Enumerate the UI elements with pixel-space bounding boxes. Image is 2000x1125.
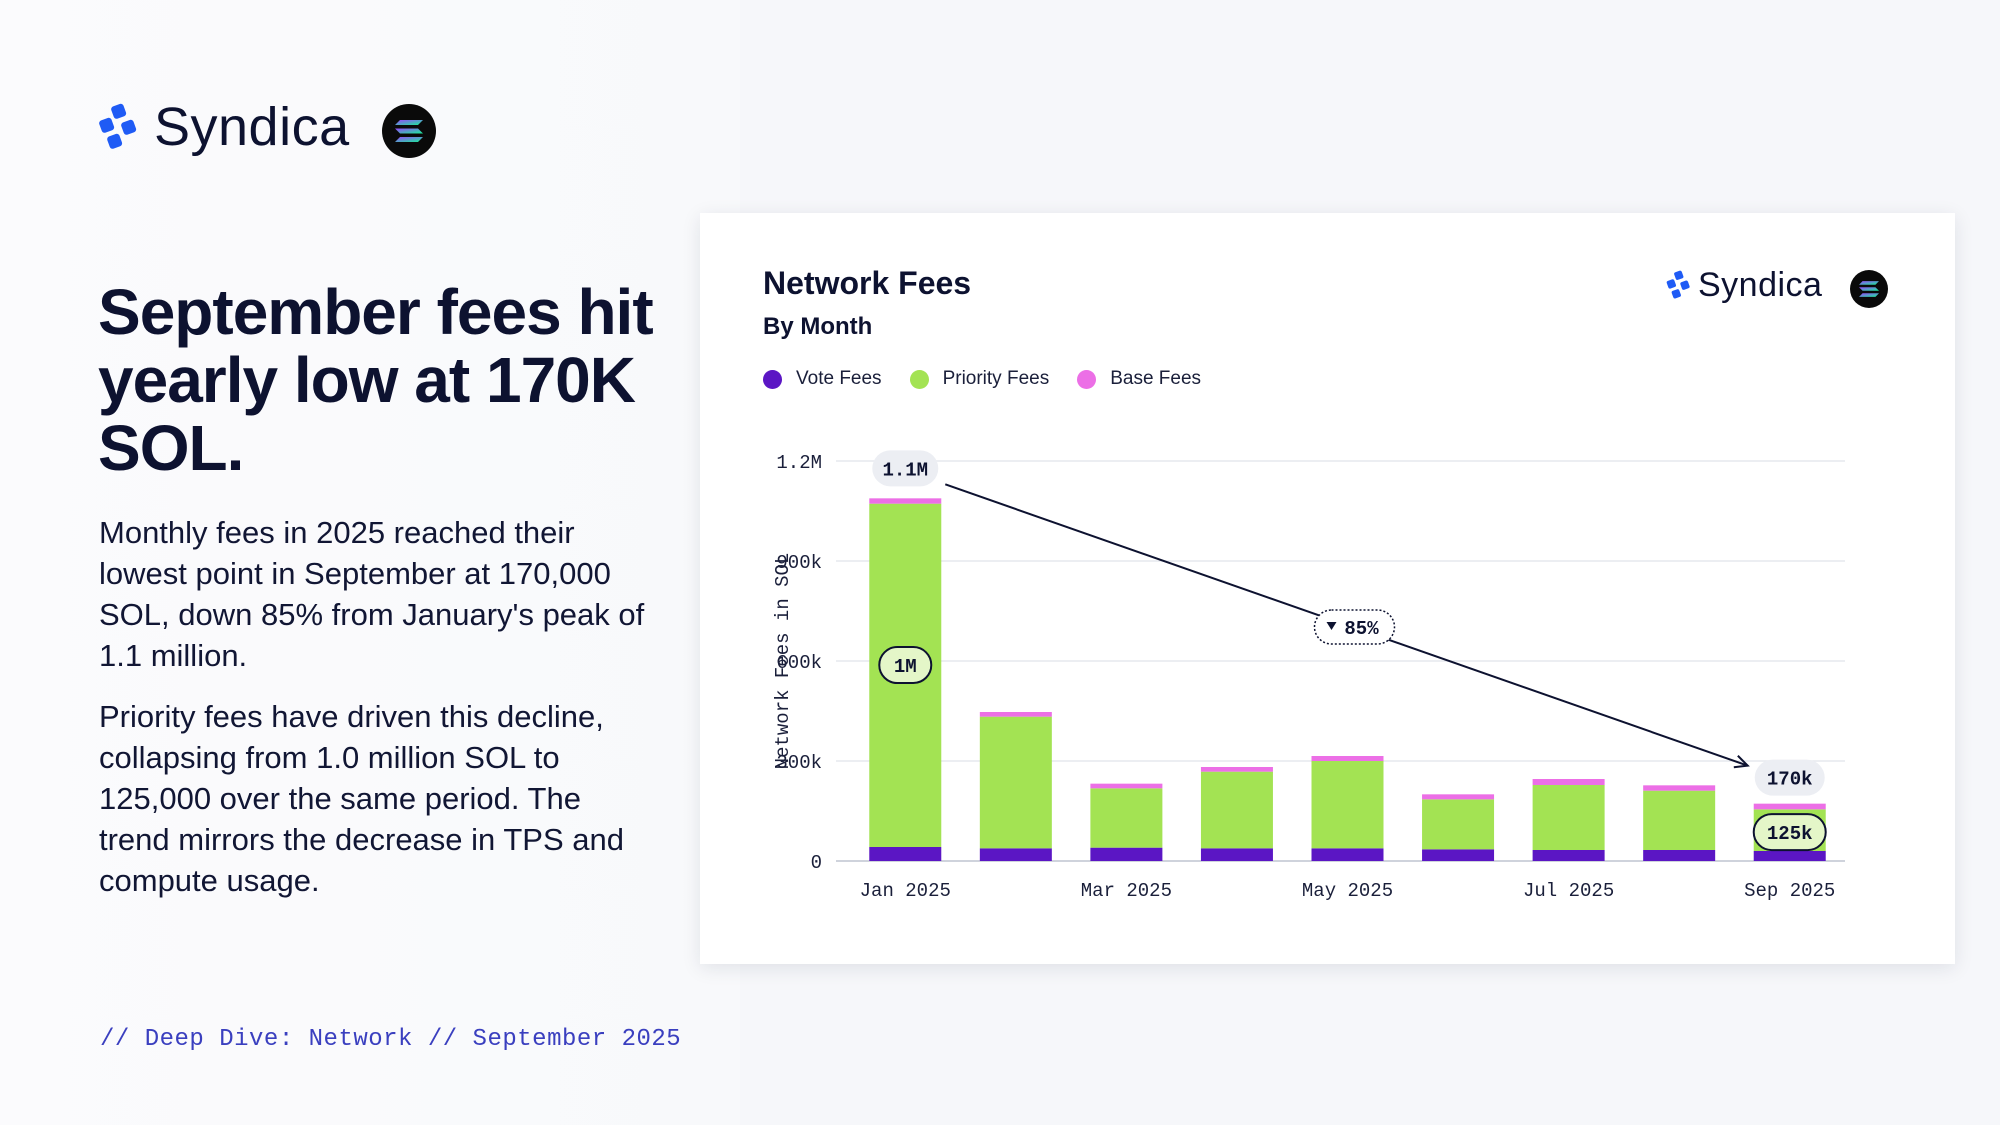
y-tick-label: 0 xyxy=(811,852,822,874)
bar-segment xyxy=(1311,848,1384,861)
bar-segment xyxy=(1532,785,1605,850)
down-triangle-icon xyxy=(1326,622,1337,630)
chart-subtitle: By Month xyxy=(763,313,873,340)
bar-segment xyxy=(869,847,942,861)
brand-name: Syndica xyxy=(154,97,350,157)
trend-arrow-head xyxy=(1733,755,1750,769)
x-tick-label: May 2025 xyxy=(1302,880,1393,902)
legend-label: Base Fees xyxy=(1110,368,1202,389)
brand-logo: Syndica xyxy=(98,100,350,154)
bar-segment xyxy=(1753,803,1826,810)
card-brand-name: Syndica xyxy=(1698,266,1823,304)
bar-segment xyxy=(1090,847,1163,861)
bar-segment xyxy=(1090,783,1163,789)
bar-segment xyxy=(1090,788,1163,848)
bar-segment xyxy=(979,712,1052,717)
y-tick-label: 900k xyxy=(776,552,822,574)
bar-segment xyxy=(1643,850,1716,861)
bar-segment xyxy=(1422,799,1495,850)
end-total-label: 170k xyxy=(1767,769,1813,791)
y-tick-label: 600k xyxy=(776,652,822,674)
bar-segment xyxy=(869,498,942,504)
footer-tag: // Deep Dive: Network // September 2025 xyxy=(100,1026,682,1053)
paragraph-detail: Priority fees have driven this decline, … xyxy=(99,699,624,898)
legend-item-priority-fees: Priority Fees xyxy=(909,368,1050,390)
start-priority-label: 1M xyxy=(894,656,917,678)
bar-segment xyxy=(1422,849,1495,861)
bar-segment xyxy=(1311,761,1384,849)
bar-segment xyxy=(1532,850,1605,861)
x-tick-label: Sep 2025 xyxy=(1744,880,1835,902)
bar-segment xyxy=(1422,794,1495,800)
syndica-logo-icon xyxy=(1666,270,1690,299)
left-panel xyxy=(0,0,740,1125)
y-tick-label: 1.2M xyxy=(776,452,822,474)
legend-label: Priority Fees xyxy=(942,368,1050,389)
bar-segment xyxy=(1753,851,1826,861)
x-tick-label: Jan 2025 xyxy=(860,880,951,902)
bar-segment xyxy=(1643,785,1716,791)
start-total-label: 1.1M xyxy=(882,459,928,481)
bar-segment xyxy=(1643,790,1716,850)
bar-segment xyxy=(1532,779,1605,785)
y-axis-label: Network Fees in SOL xyxy=(772,553,794,770)
legend-swatch xyxy=(763,369,782,389)
headline: September fees hit yearly low at 170K SO… xyxy=(98,276,654,484)
start-total-label-bg xyxy=(872,450,939,487)
bar-segment xyxy=(979,716,1052,849)
legend-swatch xyxy=(1077,369,1097,389)
chart-legend: Vote Fees Priority Fees Base Fees xyxy=(763,368,1201,390)
card-brand-logo: Syndica xyxy=(1666,268,1822,302)
bar-segment xyxy=(1311,756,1384,761)
change-label: 85% xyxy=(1344,618,1379,640)
y-tick-label: 300k xyxy=(776,752,822,774)
bar-segment xyxy=(979,848,1052,861)
chart-title: Network Fees xyxy=(763,265,972,301)
change-badge-bg xyxy=(1313,609,1396,645)
legend-item-vote-fees: Vote Fees xyxy=(763,368,882,390)
x-tick-label: Mar 2025 xyxy=(1081,880,1172,902)
chart-card: Network Fees By Month Syndica Vote Fees xyxy=(700,213,1955,964)
stacked-bar-chart: 0 300k 600k 900k 1.2M Network Fees in SOL Jan … xyxy=(772,450,1845,902)
bar-segment xyxy=(1200,771,1273,849)
solana-icon xyxy=(382,104,436,158)
bar-segment xyxy=(1200,848,1273,861)
x-tick-label: Jul 2025 xyxy=(1523,880,1614,902)
bar-segment xyxy=(1200,767,1273,772)
paragraph-summary: Monthly fees in 2025 reached their lowes… xyxy=(99,515,645,673)
solana-icon xyxy=(1850,270,1888,308)
start-priority-label-bg xyxy=(878,646,933,685)
legend-item-base-fees: Base Fees xyxy=(1077,368,1201,390)
end-priority-label-bg xyxy=(1752,813,1827,852)
end-priority-label: 125k xyxy=(1767,823,1813,845)
legend-label: Vote Fees xyxy=(796,368,882,389)
syndica-logo-icon xyxy=(99,103,137,149)
end-total-label-bg xyxy=(1754,759,1825,796)
legend-swatch xyxy=(909,369,929,389)
